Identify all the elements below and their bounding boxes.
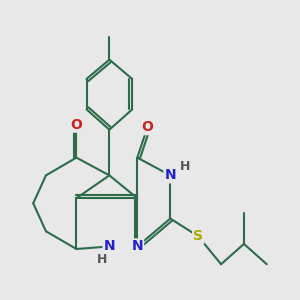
Text: N: N (103, 239, 115, 254)
Text: N: N (164, 168, 176, 182)
Text: O: O (70, 118, 82, 132)
Text: H: H (97, 253, 107, 266)
Text: H: H (180, 160, 191, 173)
Text: O: O (142, 120, 153, 134)
Text: S: S (193, 229, 203, 243)
Text: N: N (131, 239, 143, 254)
